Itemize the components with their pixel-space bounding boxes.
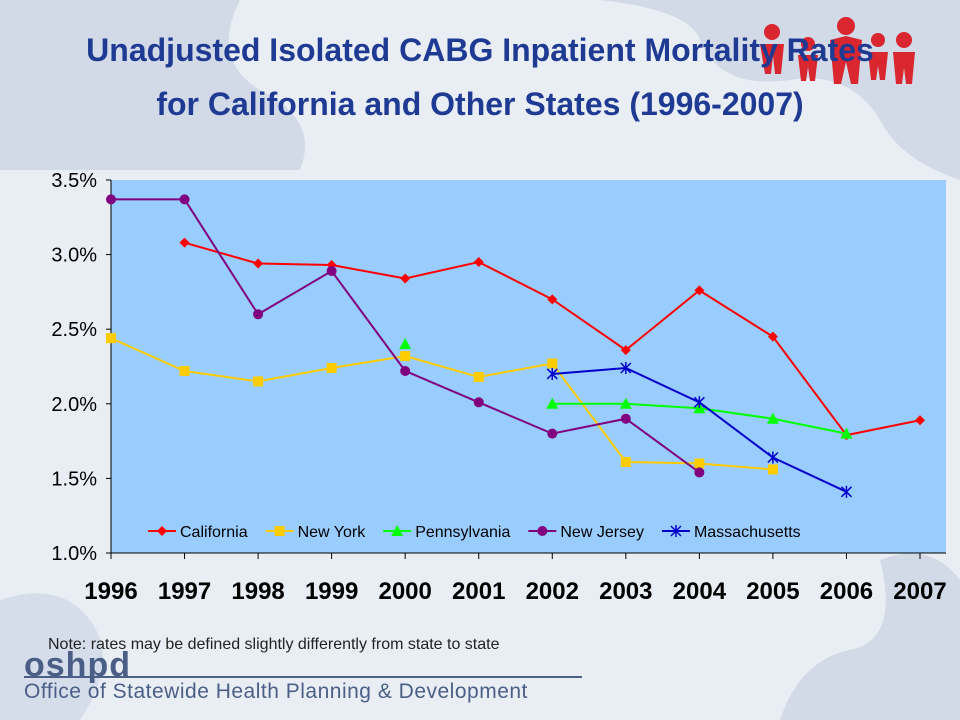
legend-marker-new-york <box>274 526 285 536</box>
data-point-pennsylvania <box>840 427 853 439</box>
data-point-new-york <box>400 351 411 362</box>
legend-marker-california <box>157 526 167 536</box>
data-point-new-jersey <box>179 194 190 205</box>
data-point-new-york <box>767 464 778 475</box>
y-tick-label: 3.0% <box>51 245 97 267</box>
family-logo-icon <box>760 17 915 84</box>
line-chart: 1.0% 1.5% 2.0% 2.5% 3.0% 3.5% 1996 1997 1998 1999… <box>51 170 946 605</box>
y-tick-label: 2.5% <box>51 319 97 341</box>
data-point-new-jersey <box>326 266 337 277</box>
data-point-new-jersey <box>253 309 264 320</box>
legend-marker-massachusetts <box>670 525 682 537</box>
x-tick-label: 1997 <box>158 578 211 605</box>
plot-area <box>111 180 946 553</box>
data-point-new-york <box>620 456 631 467</box>
data-point-massachusetts <box>620 361 632 374</box>
data-point-pennsylvania <box>546 397 559 409</box>
x-tick-label: 2001 <box>452 578 505 605</box>
x-tick-label: 2000 <box>378 578 431 605</box>
legend-label-new-jersey: New Jersey <box>560 524 644 541</box>
data-point-new-jersey <box>400 365 411 376</box>
data-point-new-york <box>179 365 190 376</box>
legend-label-pennsylvania: Pennsylvania <box>415 524 510 541</box>
data-point-california <box>620 345 631 356</box>
x-tick-label: 1998 <box>231 578 284 605</box>
data-point-new-jersey <box>547 428 558 439</box>
data-point-california <box>179 237 190 248</box>
data-point-pennsylvania <box>619 397 632 409</box>
data-point-massachusetts <box>693 396 705 409</box>
data-point-california <box>253 258 264 269</box>
organization-name: Office of Statewide Health Planning & De… <box>24 680 528 703</box>
series-line-new-york <box>110 337 773 471</box>
legend-label-new-york: New York <box>298 524 367 541</box>
data-point-california <box>473 257 484 268</box>
data-point-massachusetts <box>546 367 558 380</box>
data-point-massachusetts <box>767 451 779 464</box>
x-tick-label: 1996 <box>84 578 137 605</box>
x-tick-label: 2003 <box>599 578 652 605</box>
y-tick-label: 1.0% <box>51 543 97 565</box>
data-point-pennsylvania <box>766 412 779 424</box>
x-tick-label: 2007 <box>893 578 946 605</box>
y-tick-label: 2.0% <box>51 394 97 416</box>
data-point-new-jersey <box>620 413 631 424</box>
x-tick-label: 2006 <box>820 578 873 605</box>
data-point-california <box>547 294 558 305</box>
x-tick-label: 2002 <box>526 578 579 605</box>
data-point-new-jersey <box>473 397 484 408</box>
x-tick-label: 2005 <box>746 578 799 605</box>
legend-marker-pennsylvania <box>391 525 404 536</box>
data-point-new-york <box>473 371 484 382</box>
data-point-pennsylvania <box>399 338 412 350</box>
data-point-new-york <box>326 362 337 373</box>
logo-divider <box>24 676 582 678</box>
data-point-california <box>400 273 411 284</box>
legend-marker-new-jersey <box>537 526 548 536</box>
data-point-california <box>767 331 778 342</box>
legend-label-massachusetts: Massachusetts <box>694 524 801 541</box>
data-point-new-york <box>547 358 558 369</box>
data-point-new-jersey <box>694 467 705 478</box>
data-point-new-jersey <box>106 194 116 205</box>
chart-title-line-1: Unadjusted Isolated CABG Inpatient Morta… <box>86 32 874 68</box>
legend-label-california: California <box>180 524 248 541</box>
data-point-massachusetts <box>840 485 852 498</box>
y-tick-label: 1.5% <box>51 468 97 490</box>
x-tick-label: 1999 <box>305 578 358 605</box>
chart-title-line-2: for California and Other States (1996-20… <box>156 86 804 122</box>
data-point-new-york <box>106 333 116 344</box>
y-tick-label: 3.5% <box>51 170 97 192</box>
data-point-new-york <box>253 376 264 387</box>
data-point-california <box>915 415 925 426</box>
data-point-california <box>694 285 705 296</box>
footnote: Note: rates may be defined slightly diff… <box>48 636 500 653</box>
x-tick-label: 2004 <box>673 578 727 605</box>
data-point-new-york <box>694 458 705 469</box>
